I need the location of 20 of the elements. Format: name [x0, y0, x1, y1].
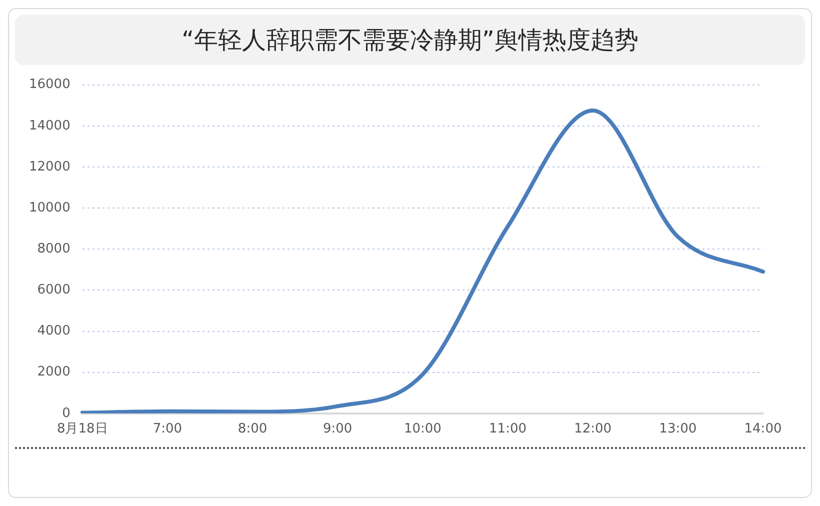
chart-title: “年轻人辞职需不需要冷静期”舆情热度趋势 — [15, 15, 805, 65]
x-tick-label: 8:00 — [238, 422, 268, 437]
y-tick-label: 10000 — [28, 200, 70, 216]
y-tick-label: 6000 — [37, 282, 70, 298]
y-tick-label: 12000 — [28, 159, 70, 174]
x-tick-label: 8月18日 — [56, 422, 108, 437]
x-tick-label: 7:00 — [152, 422, 182, 437]
y-tick-label: 14000 — [28, 118, 70, 134]
y-tick-label: 0 — [62, 406, 70, 421]
x-tick-label: 14:00 — [744, 422, 782, 437]
x-tick-label: 12:00 — [574, 422, 612, 437]
x-tick-label: 11:00 — [489, 422, 526, 437]
x-tick-label: 9:00 — [322, 422, 352, 437]
y-tick-label: 4000 — [37, 324, 70, 339]
y-tick-label: 16000 — [28, 77, 70, 92]
line-series — [80, 108, 765, 414]
y-tick-label: 8000 — [37, 241, 70, 256]
y-tick-label: 2000 — [37, 364, 70, 380]
x-tick-label: 13:00 — [659, 422, 697, 437]
x-tick-label: 10:00 — [404, 422, 442, 437]
